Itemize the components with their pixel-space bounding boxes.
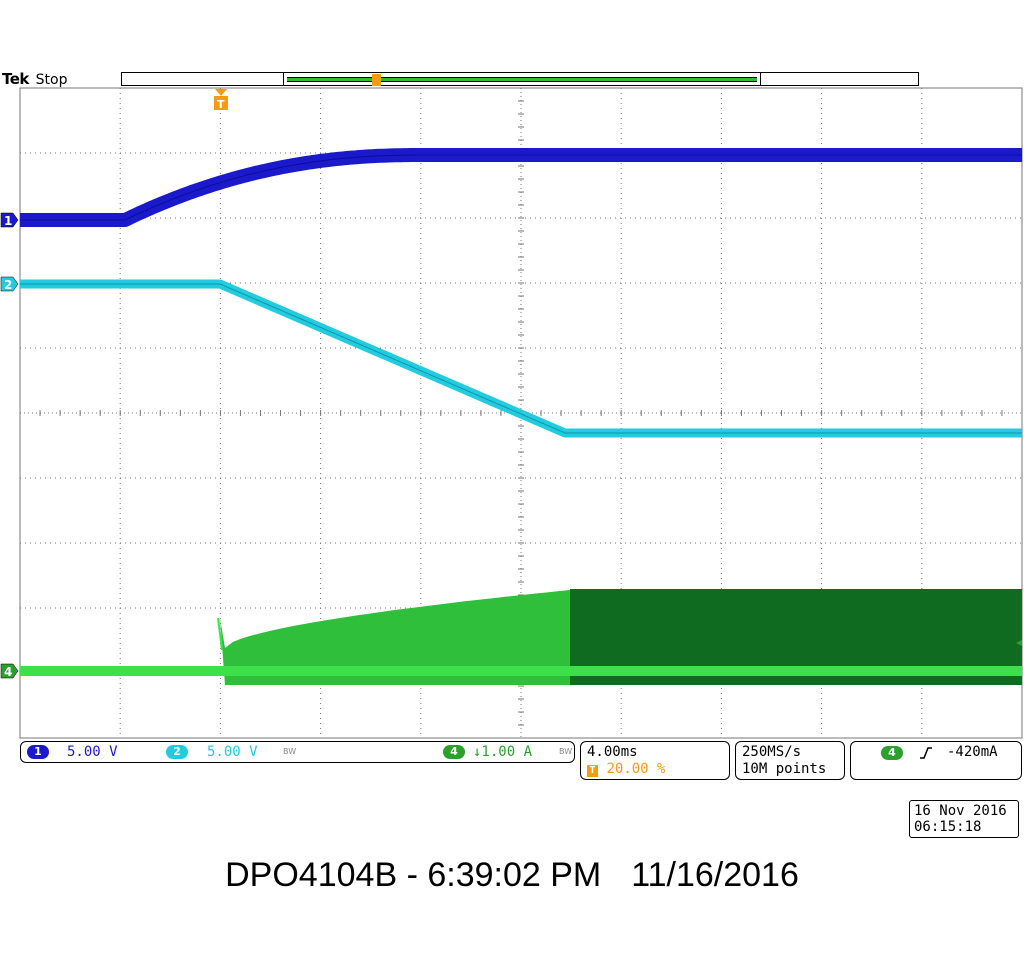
timebase-readout[interactable]: 4.00ms T 20.00 % xyxy=(580,741,730,780)
acquisition-state: Stop xyxy=(35,72,68,88)
capture-caption: DPO4104B - 6:39:02 PM 11/16/2016 xyxy=(0,856,1024,895)
trigger-position-marker xyxy=(214,96,228,110)
ch2-ground-marker-label: 2 xyxy=(4,278,12,292)
trigger-arrow-icon xyxy=(215,89,227,96)
brand-label: Tek Stop xyxy=(2,70,68,88)
brand-name: Tek xyxy=(2,70,29,88)
ch2-badge[interactable]: 2 xyxy=(166,745,188,759)
ch1-waveform-core xyxy=(20,154,1022,221)
channel-markers: 1 2 4 T xyxy=(0,74,1022,679)
ch1-badge[interactable]: 1 xyxy=(27,745,49,759)
ch4-bandwidth-limit-icon: BW xyxy=(559,747,573,756)
graticule: 1 2 4 T xyxy=(0,74,1024,739)
trigger-readout[interactable]: 4 -420mA xyxy=(850,741,1022,780)
rising-edge-icon xyxy=(920,747,932,759)
caption-instrument-time: DPO4104B - 6:39:02 PM xyxy=(225,856,602,894)
trigger-position: 20.00 % xyxy=(606,761,666,777)
channel-readout-bar: 1 5.00 V 2 5.00 V BW 4 ↓1.00 A BW xyxy=(20,741,575,763)
ch4-scale[interactable]: ↓1.00 A xyxy=(473,744,533,760)
acquisition-readout[interactable]: 250MS/s 10M points xyxy=(735,741,845,780)
ch1-ground-marker xyxy=(0,212,19,228)
record-length: 10M points xyxy=(742,761,827,777)
horizontal-scale: 4.00ms xyxy=(587,744,638,760)
trigger-level-marker xyxy=(1016,640,1022,646)
timestamp-date: 16 Nov 2016 xyxy=(914,803,1007,819)
sample-rate: 250MS/s xyxy=(742,744,802,760)
record-trigger-marker xyxy=(372,74,381,86)
trigger-position-row: T 20.00 % xyxy=(587,761,723,778)
ch4-ground-marker-label: 4 xyxy=(4,665,12,679)
ch2-waveform-core xyxy=(20,283,1022,434)
record-view-bar[interactable] xyxy=(121,72,919,86)
ch4-badge[interactable]: 4 xyxy=(443,745,465,759)
ch1-ground-marker-label: 1 xyxy=(4,214,12,228)
ch1-scale[interactable]: 5.00 V xyxy=(67,744,118,760)
timestamp-time: 06:15:18 xyxy=(914,819,982,835)
ch4-spike xyxy=(217,617,223,651)
trigger-level: -420mA xyxy=(947,744,998,760)
timestamp-box: 16 Nov 2016 06:15:18 xyxy=(909,800,1019,838)
ch2-ground-marker xyxy=(0,276,19,292)
ch2-waveform xyxy=(20,279,1022,438)
oscilloscope-screen: Tek Stop 1 2 4 T 1 5.00 V 2 5.00 V BW 4 ↓1.… xyxy=(0,70,1024,780)
waveforms xyxy=(16,148,1024,685)
trigger-position-icon: T xyxy=(587,765,598,777)
record-view-window[interactable] xyxy=(283,73,761,85)
trigger-source-badge: 4 xyxy=(881,746,903,760)
ch4-ground-marker xyxy=(0,663,19,679)
ch2-bandwidth-limit-icon: BW xyxy=(283,747,297,756)
trigger-position-marker-label: T xyxy=(217,98,225,111)
ch2-scale[interactable]: 5.00 V xyxy=(207,744,258,760)
record-window-line xyxy=(287,77,757,82)
caption-date: 11/16/2016 xyxy=(631,856,799,894)
